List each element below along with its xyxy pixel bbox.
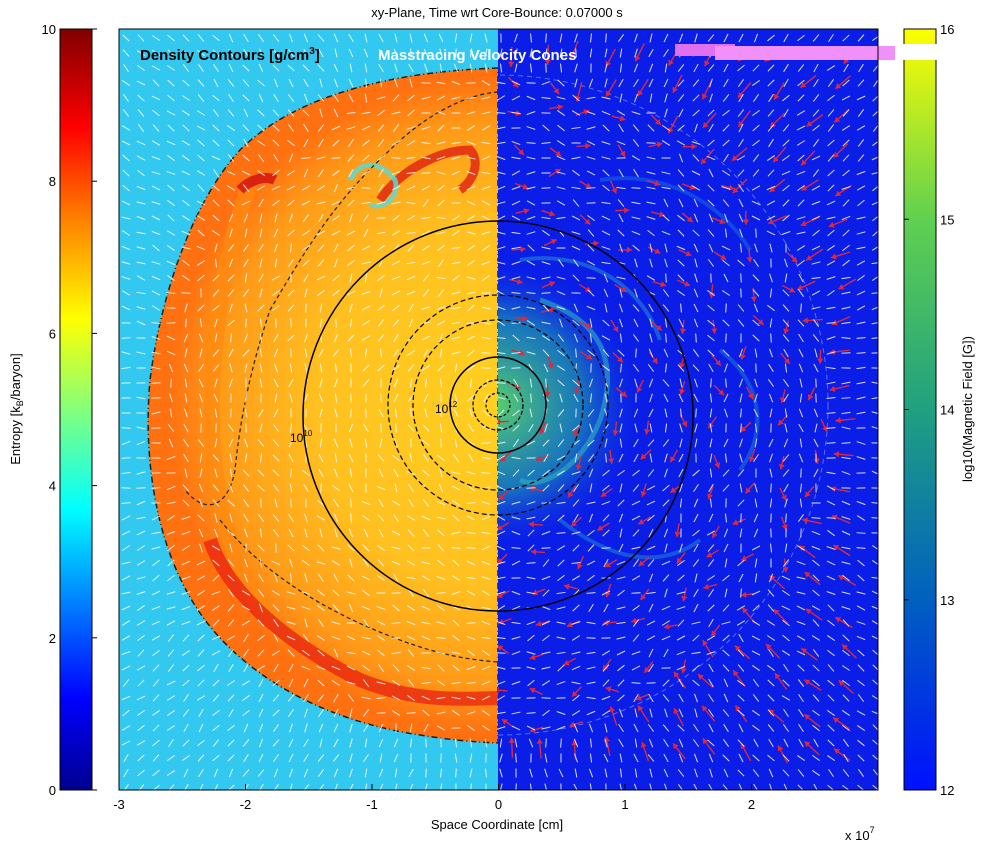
plot-area: 1010 1012 Density Contours [g/cm3] Masst… — [113, 28, 955, 812]
contour-label-1e10: 1010 — [290, 429, 313, 445]
x-tick-label: -2 — [240, 797, 252, 812]
x-axis-ticks: -3 -2 -1 0 1 2 — [113, 784, 755, 812]
contour-inner-4 — [485, 392, 511, 418]
magnetic-field-colorbar-ticks: 12 13 14 15 16 — [904, 22, 954, 798]
x-tick-label: 0 — [495, 797, 502, 812]
contour-label-1e12: 1012 — [435, 400, 458, 416]
x-tick-label: -1 — [366, 797, 378, 812]
magnetic-field-tick-label: 15 — [940, 212, 954, 227]
velocity-vectors — [121, 33, 878, 790]
legend-artifact — [675, 44, 955, 60]
magnetic-field-tick-label: 13 — [940, 593, 954, 608]
entropy-tick-label: 2 — [49, 631, 56, 646]
entropy-colorbar-gradient — [59, 28, 93, 791]
magnetic-field-colorbar: 12 13 14 15 16 log10(Magnetic Field [G]) — [903, 22, 975, 798]
left-panel-legend: Density Contours [g/cm3] — [140, 46, 320, 64]
entropy-colorbar: 0 2 4 6 8 10 Entropy [kB/baryon] — [8, 22, 97, 798]
entropy-tick-label: 6 — [49, 326, 56, 341]
x-axis-label: Space Coordinate [cm] — [431, 817, 563, 832]
contour-inner-3 — [472, 379, 524, 431]
magnetic-field-tick-label: 14 — [940, 403, 954, 418]
entropy-tick-label: 8 — [49, 174, 56, 189]
right-panel-legend: Masstracing Velocity Cones — [378, 47, 576, 64]
magnetic-field-colorbar-label: log10(Magnetic Field [G]) — [960, 336, 975, 482]
x-tick-label: 1 — [621, 797, 628, 812]
magnetic-field-tick-label: 12 — [940, 783, 954, 798]
entropy-colorbar-label: Entropy [kB/baryon] — [8, 353, 25, 465]
entropy-colorbar-ticks: 0 2 4 6 8 10 — [42, 22, 97, 798]
contour-1e10 — [302, 220, 694, 612]
velocity-cones — [498, 40, 858, 764]
density-contours — [302, 220, 694, 612]
entropy-field — [119, 29, 498, 790]
contour-inner-1 — [387, 294, 609, 516]
x-tick-label: -3 — [113, 797, 125, 812]
entropy-tick-label: 4 — [49, 479, 56, 494]
contour-inner-2 — [412, 319, 584, 491]
x-tick-label: 2 — [748, 797, 755, 812]
entropy-tick-label: 0 — [49, 783, 56, 798]
magnetic-field-tick-label: 16 — [940, 22, 954, 37]
contour-1e12 — [449, 356, 547, 454]
x-axis-multiplier: x 107 — [845, 825, 875, 843]
chart-title: xy-Plane, Time wrt Core-Bounce: 0.07000 … — [371, 5, 623, 20]
entropy-tick-label: 10 — [42, 22, 56, 37]
